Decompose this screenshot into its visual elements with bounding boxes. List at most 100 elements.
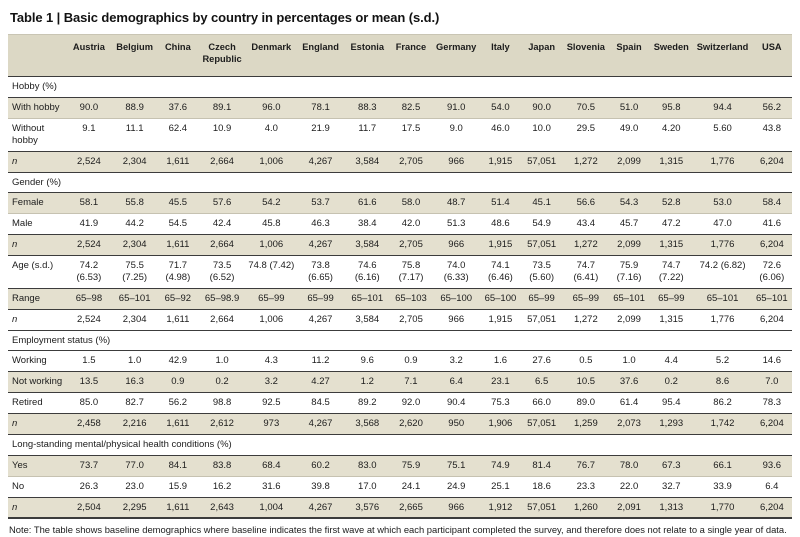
data-cell: 1,611 (157, 496, 198, 519)
data-cell: 1.2 (344, 371, 390, 393)
column-header: Italy (480, 33, 521, 78)
column-header: Spain (608, 33, 650, 78)
row-label: Female (8, 192, 67, 214)
data-cell: 6,204 (751, 308, 792, 331)
data-cell: 65–100 (432, 287, 481, 310)
column-header: Belgium (111, 33, 158, 78)
data-cell: 3,584 (344, 234, 390, 256)
data-cell: 2,458 (66, 413, 112, 435)
data-cell: 73.8 (6.65) (296, 255, 345, 289)
data-cell: 27.6 (520, 350, 563, 372)
data-cell: 58.0 (389, 192, 433, 214)
data-cell: 45.5 (157, 192, 198, 214)
data-cell: 6.5 (520, 371, 563, 393)
data-cell: 9.1 (66, 117, 112, 152)
data-cell: 57,051 (520, 150, 563, 173)
data-cell: 45.7 (608, 213, 650, 235)
data-cell: 42.9 (157, 350, 198, 372)
data-cell: 2,091 (608, 496, 650, 519)
row-label: Retired (8, 392, 67, 414)
data-cell: 56.6 (562, 192, 609, 214)
data-cell: 74.2 (6.53) (66, 255, 112, 289)
row-label: Yes (8, 454, 67, 477)
data-cell: 65–101 (608, 287, 650, 310)
data-cell: 1,611 (157, 308, 198, 331)
data-cell: 1,742 (693, 413, 752, 435)
data-cell: 73.5 (5.60) (520, 255, 563, 289)
data-cell: 1,770 (693, 496, 752, 519)
data-cell: 4,267 (296, 308, 345, 331)
data-cell: 2,504 (66, 496, 112, 519)
data-cell: 24.9 (432, 475, 481, 498)
data-cell: 7.1 (389, 371, 433, 393)
data-cell: 38.4 (344, 213, 390, 235)
data-cell: 37.6 (157, 97, 198, 119)
data-cell: 65–99 (520, 287, 563, 310)
data-cell: 44.2 (111, 213, 158, 235)
data-cell: 2,073 (608, 413, 650, 435)
row-label: Range (8, 287, 67, 310)
data-cell: 16.2 (197, 475, 247, 498)
data-cell: 1,611 (157, 413, 198, 435)
data-cell: 1,915 (480, 150, 521, 173)
row-label: n (8, 234, 67, 256)
column-header: Estonia (344, 33, 390, 78)
data-cell: 90.0 (66, 97, 112, 119)
section-label: Gender (%) (8, 171, 792, 193)
data-cell: 1,315 (649, 150, 694, 173)
data-cell: 33.9 (693, 475, 752, 498)
data-cell: 1,906 (480, 413, 521, 435)
data-cell: 2,304 (111, 234, 158, 256)
data-cell: 13.5 (66, 371, 112, 393)
section-label: Employment status (%) (8, 329, 792, 351)
data-cell: 1,315 (649, 308, 694, 331)
data-cell: 2,664 (197, 150, 247, 173)
header-row: Austria Belgium China Czech Republic Denmark… (8, 33, 792, 78)
data-cell: 61.6 (344, 192, 390, 214)
data-cell: 76.7 (562, 454, 609, 477)
data-cell: 65–101 (751, 287, 792, 310)
data-cell: 2,664 (197, 234, 247, 256)
data-cell: 18.6 (520, 475, 563, 498)
data-cell: 2,295 (111, 496, 158, 519)
data-cell: 966 (432, 150, 481, 173)
data-cell: 1.0 (197, 350, 247, 372)
row-label: n (8, 308, 67, 331)
table-row: Working 1.5 1.0 42.9 1.0 4.3 11.2 9.6 0.9 3.2 1.6 2… (8, 350, 792, 372)
table-row: Not working 13.5 16.3 0.9 0.2 3.2 4.27 1.2 7.1 6.… (8, 371, 792, 393)
column-header: Japan (520, 33, 563, 78)
data-cell: 42.0 (389, 213, 433, 235)
data-cell: 1,776 (693, 308, 752, 331)
data-cell: 54.3 (608, 192, 650, 214)
data-cell: 96.0 (246, 97, 297, 119)
data-cell: 73.7 (66, 454, 112, 477)
data-cell: 3.2 (246, 371, 297, 393)
data-cell: 57,051 (520, 234, 563, 256)
data-cell: 74.7 (7.22) (649, 255, 694, 289)
data-cell: 25.1 (480, 475, 521, 498)
table-row: Male 41.9 44.2 54.5 42.4 45.8 46.3 38.4 42.0 51.3… (8, 213, 792, 235)
data-cell: 65–98 (66, 287, 112, 310)
column-header: Sweden (649, 33, 694, 78)
table-row: n 2,504 2,295 1,611 2,643 1,004 4,267 3,576 2,66… (8, 496, 792, 519)
data-cell: 75.8 (7.17) (389, 255, 433, 289)
data-cell: 93.6 (751, 454, 792, 477)
section-label: Long-standing mental/physical health con… (8, 433, 792, 456)
data-cell: 5.60 (693, 117, 752, 152)
table-row: Without hobby 9.1 11.1 62.4 10.9 4.0 21.9 11.7 1… (8, 117, 792, 152)
data-cell: 47.0 (693, 213, 752, 235)
data-cell: 46.0 (480, 117, 521, 152)
data-cell: 1.5 (66, 350, 112, 372)
data-cell: 17.5 (389, 117, 433, 152)
data-cell: 6,204 (751, 413, 792, 435)
data-cell: 51.3 (432, 213, 481, 235)
data-cell: 84.5 (296, 392, 345, 414)
data-cell: 23.3 (562, 475, 609, 498)
data-cell: 65–103 (389, 287, 433, 310)
data-cell: 55.8 (111, 192, 158, 214)
data-cell: 53.7 (296, 192, 345, 214)
section-row: Long-standing mental/physical health con… (8, 433, 792, 456)
data-cell: 1.0 (111, 350, 158, 372)
data-cell: 78.0 (608, 454, 650, 477)
data-cell: 37.6 (608, 371, 650, 393)
